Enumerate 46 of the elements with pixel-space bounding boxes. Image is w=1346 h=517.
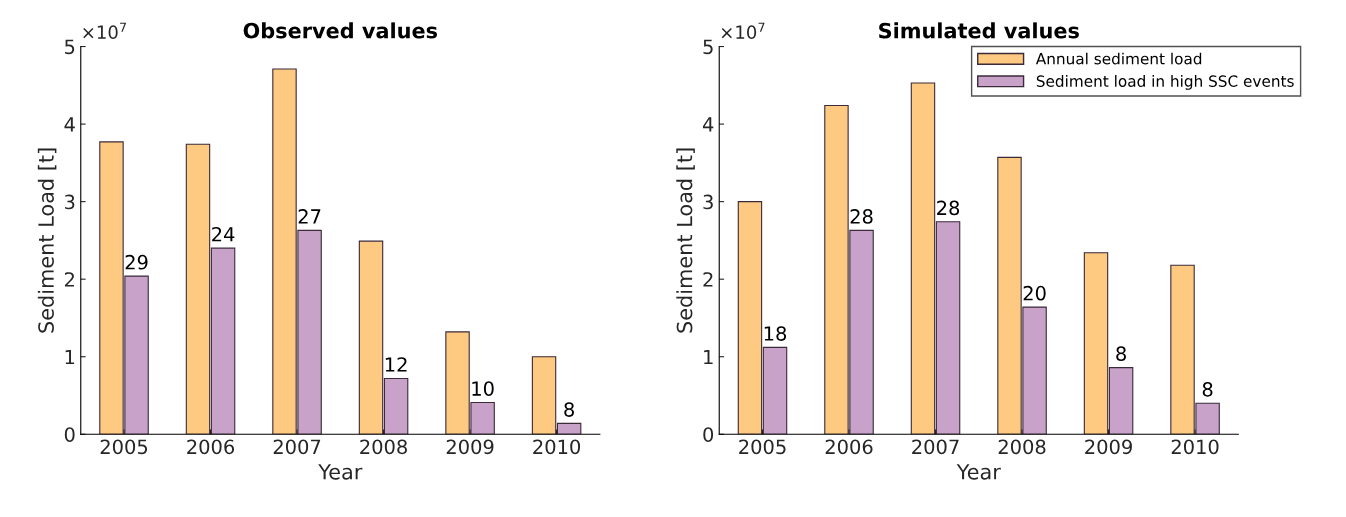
- x-tick-label: 2010: [1171, 439, 1219, 455]
- annotation: 10: [472, 381, 494, 396]
- y-tick-label: 1: [704, 349, 713, 365]
- y-tick-label: 3: [65, 194, 75, 210]
- y-tick-label: 4: [702, 117, 714, 132]
- y-tick-label: 4: [64, 117, 75, 132]
- x-axis-title: Year: [956, 464, 1001, 480]
- annotation: 8: [564, 402, 574, 417]
- x-tick-label: 2009: [446, 439, 494, 455]
- x-axis-title: Year: [318, 464, 363, 480]
- y-tick-label: 0: [64, 427, 75, 442]
- x-tick-label: 2007: [912, 439, 959, 455]
- y-axis-title: Sediment Load [t]: [37, 148, 57, 333]
- annotation: 28: [850, 209, 873, 224]
- legend-label: Annual sediment load: [1035, 52, 1202, 65]
- x-tick-label: 2007: [273, 439, 321, 455]
- x-tick-label: 2009: [1085, 439, 1132, 455]
- y-tick-label: 0: [703, 427, 714, 442]
- y-tick-label: 5: [65, 39, 75, 55]
- y-tick-label: 2: [64, 272, 74, 287]
- y-tick-label: 5: [703, 39, 713, 55]
- y-axis-title: Sediment Load [t]: [676, 148, 695, 333]
- annotation: 18: [764, 326, 787, 341]
- legend-label: Sediment load in high SSC events: [1036, 75, 1294, 90]
- annotation: 8: [1202, 382, 1213, 397]
- annotation: 24: [212, 226, 235, 242]
- annotation: 20: [1023, 285, 1046, 301]
- x-tick-label: 2005: [739, 439, 786, 455]
- chart-title: Observed values: [243, 22, 438, 39]
- x-tick-label: 2008: [998, 439, 1046, 455]
- text: ×10$^{7}$: [721, 22, 765, 40]
- y-tick-label: 2: [703, 272, 713, 287]
- annotation: 12: [385, 357, 407, 372]
- annotation: 8: [1116, 346, 1126, 362]
- x-tick-label: 2008: [360, 439, 407, 455]
- annotation: 27: [298, 209, 321, 224]
- x-tick-label: 2006: [187, 439, 235, 455]
- annotation: 28: [937, 200, 960, 216]
- annotation: 29: [125, 254, 148, 270]
- text: ×10$^{7}$: [83, 22, 126, 40]
- y-tick-label: 1: [65, 349, 75, 365]
- x-tick-label: 2006: [825, 439, 873, 455]
- x-tick-label: 2005: [100, 439, 148, 455]
- x-tick-label: 2010: [533, 439, 581, 455]
- chart-title: Simulated values: [879, 22, 1079, 39]
- y-tick-label: 3: [703, 194, 713, 210]
